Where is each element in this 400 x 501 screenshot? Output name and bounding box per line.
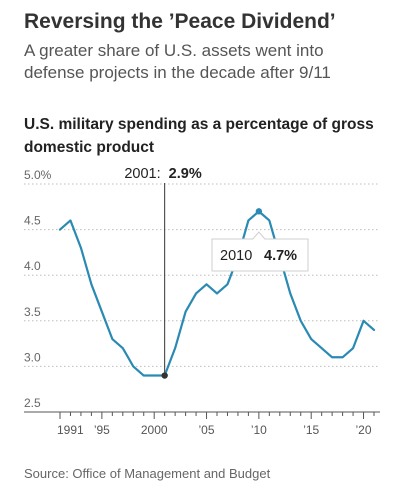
dek: A greater share of U.S. assets went into… xyxy=(24,41,331,82)
y-tick-label: 2.5 xyxy=(24,396,41,410)
gridlines xyxy=(24,183,380,367)
y-tick-label: 3.0 xyxy=(24,350,41,364)
x-tick-label: ’10 xyxy=(251,423,267,437)
y-tick-label: 4.0 xyxy=(24,259,41,273)
x-tick-label: ’05 xyxy=(199,423,215,437)
y-tick-label: 4.5 xyxy=(24,214,41,228)
x-tick-label: 2000 xyxy=(141,423,168,437)
annotations: 2001: 2.9% 2010 4.7% xyxy=(124,166,309,379)
x-tick-label: ’95 xyxy=(94,423,110,437)
x-tick-label: ’15 xyxy=(303,423,319,437)
x-tick-label: ’20 xyxy=(356,423,372,437)
x-axis: 1991 ’95 2000 ’05 ’10 ’15 ’20 xyxy=(24,411,380,437)
series-group xyxy=(58,210,376,377)
y-tick-label: 5.0% xyxy=(24,168,52,182)
annotation-2010-marker xyxy=(255,208,263,215)
x-tick-label: 1991 xyxy=(57,423,84,437)
series-line xyxy=(58,210,376,377)
y-axis-tick-labels: 2.5 3.0 3.5 4.0 4.5 5.0% xyxy=(24,168,52,410)
chart-title: U.S. military spending as a percentage o… xyxy=(24,116,374,156)
source-note: Source: Office of Management and Budget xyxy=(24,466,271,481)
annotation-2001-marker xyxy=(161,372,168,379)
annotation-2010-value: 4.7% xyxy=(264,248,297,264)
headline: Reversing the ’Peace Dividend’ xyxy=(24,10,336,33)
annotation-2001-value: 2.9% xyxy=(169,166,202,182)
annotation-2010-callout xyxy=(211,231,309,272)
annotation-2001-label: 2001: xyxy=(124,166,160,182)
y-tick-label: 3.5 xyxy=(24,305,41,319)
annotation-2010-label: 2010 xyxy=(220,248,252,264)
